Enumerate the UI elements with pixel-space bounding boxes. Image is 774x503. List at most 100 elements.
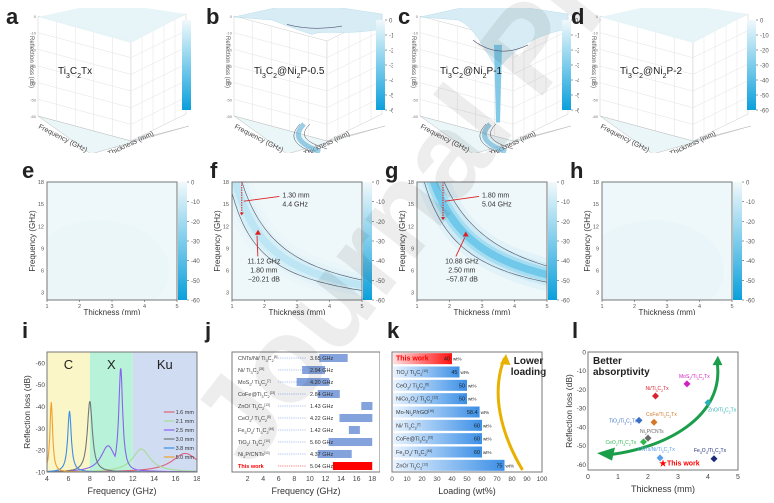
x-tick-label: 2 [246,476,250,483]
x-tick-label: 18 [368,476,376,483]
floor-contour [304,123,328,150]
y-tick-label: 15 [593,202,599,208]
y-tick-label: 18 [223,180,229,186]
arrow-head [712,355,723,366]
colorbar-tick-label: -20 [760,49,769,55]
x-tick-label: 12 [322,476,330,483]
row-label: ZnO/ Ti3C2[13] [238,403,270,411]
colorbar-tick-label: -20 [389,49,393,55]
gridline [326,47,383,75]
surface [38,8,186,43]
y-tick-label: 9 [411,246,414,252]
y-tick-label: 18 [38,180,44,186]
x-tick-label: 2 [448,304,451,310]
plot-frame [391,351,543,473]
gridline [130,97,187,125]
x-tick-label: 0 [390,476,394,483]
x-tick-label: 5 [175,304,178,310]
gridline [130,47,187,75]
x-tick-label: 1 [415,304,418,310]
plot-frame [587,351,739,471]
x-tick-label: 16 [353,476,361,483]
colorbar-tick-label: -40 [746,259,755,265]
contour-line-0 [232,193,362,291]
gridline [37,49,132,75]
min-rl-marker [255,229,261,235]
z-axis-label: Reflection loss (dB) [410,36,416,88]
colorbar-tick-label: -30 [376,240,385,246]
colorbar-tick-label: -60 [746,299,755,305]
colorbar-tick-label: -60 [389,109,393,115]
bandwidth-bar [348,426,360,434]
faint-band [602,220,724,300]
z-axis-label: Reflection loss (dB) [590,36,596,88]
row-label: TiO2/ Ti3C2[10] [238,439,270,447]
floor-band [482,122,507,153]
loading-value: 75 [496,463,502,469]
loading-bar [393,419,482,431]
colorbar-tick-label: -10 [389,34,393,40]
grid [37,13,187,142]
chart-i-line: C X Ku 1.6 mm 2.1 mm 2.5 mm 3.0 mm 3.8 mm 5.0 mm… [22,351,200,496]
y-tick-label: 12 [223,224,229,230]
gridline [512,47,569,75]
chart-g-heatmap: 1.80 mm 5.04 GHz 10.88 GHz 2.50 mm −57.87 dB… [398,180,570,315]
gridline [130,63,187,92]
x-tick-label: 12 [129,476,137,483]
bandwidth-value: 2.94 GHz [310,368,333,374]
row-label: This work [396,356,429,363]
legend-label: 3.0 mm [176,437,195,443]
z-tick-label: -10 [592,31,599,36]
bandwidth-arrow [239,212,244,216]
x-tick-label: 18 [193,476,200,483]
chart-f-heatmap: 1.30 mm 4.4 GHz 11.12 GHz 1.80 mm −20.21 dB 1… [213,180,385,315]
heatmap-field [417,182,547,291]
colorbar-gradient [562,20,571,110]
x-tick-label: 10 [107,476,115,483]
legend-label: 5.0 mm [176,455,195,461]
colorbar-tick-label: -10 [746,200,755,206]
colorbar-tick-label: -60 [760,109,769,115]
bandwidth-bar [332,462,373,470]
material-label: Ti3C2@Ni2P-1 [440,66,503,80]
annotation-text: 1.80 mm [482,192,509,199]
bandwidth-bar [317,450,352,458]
colorbar-tick-label: -50 [389,94,393,100]
point-label: Fe3O4/Ti3C2Tx [694,448,727,455]
z-tick-label: -20 [30,47,37,52]
heatmap-field [232,182,362,300]
gridline [233,82,328,108]
z-tick-label: 0 [416,14,419,19]
colorbar: 0 -10 -20 -30 -40 -50 -60 [376,19,393,115]
gridline [692,30,749,58]
point-label: TiO2/Ti3C2Tx [609,418,638,425]
x-axis-label: Thickness (mm) [454,308,511,315]
y-axis-label: Frequency (GHz) [398,210,407,272]
surface [419,8,569,153]
band-label: C [64,357,73,372]
x-tick-label: 2 [263,304,266,310]
annotation-text: 5.04 GHz [482,201,512,208]
y-tick-label: 9 [596,246,599,252]
loading-bar [393,406,480,418]
floor-projection [37,115,190,153]
z-tick-label: -50 [592,97,599,102]
diamond-marker [704,399,712,407]
z-tick-label: -10 [412,31,419,36]
colorbar-tick-label: -10 [191,200,200,206]
y-tick-label: 3 [596,291,599,297]
colorbar: 0 -10 -20 -30 -40 -50 -60 [562,19,579,115]
colorbar: 0 -10 -20 -30 -40 -50 -60 [178,181,200,305]
gridline [233,99,328,125]
chart-l-scatter: Better absorptivity MoS2/Ti3C2Tx Ni/Ti3C2Tx… [565,350,740,495]
chart-k-bar: This work 40 wt%TiO2/ Ti3C2[10] 45 wt%CeO2/ … [390,351,548,496]
colorbar-gradient [548,182,557,300]
z-tick-label: -60 [226,114,233,119]
x-tick-label: 5 [545,304,548,310]
y-tick-label: 3 [41,291,44,297]
y-axis-label: Frequency (GHz) [583,210,592,272]
bandwidth-arrow [441,217,445,221]
x-tick-label: 3 [110,304,113,310]
